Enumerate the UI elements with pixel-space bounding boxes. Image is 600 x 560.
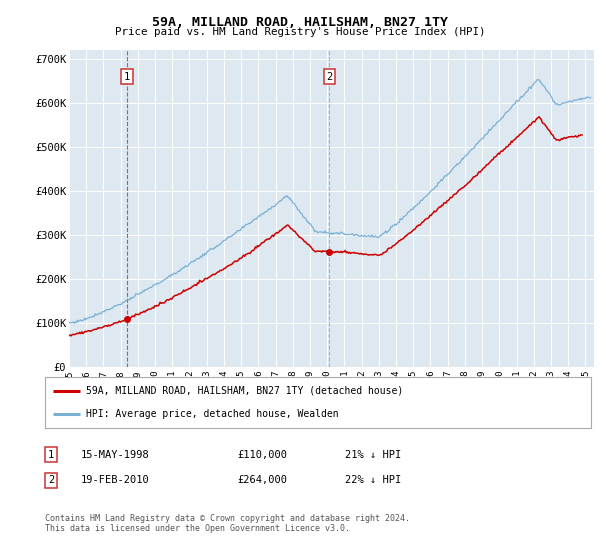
Text: £264,000: £264,000 (237, 475, 287, 486)
Text: Contains HM Land Registry data © Crown copyright and database right 2024.
This d: Contains HM Land Registry data © Crown c… (45, 514, 410, 534)
Text: 59A, MILLAND ROAD, HAILSHAM, BN27 1TY: 59A, MILLAND ROAD, HAILSHAM, BN27 1TY (152, 16, 448, 29)
Text: HPI: Average price, detached house, Wealden: HPI: Average price, detached house, Weal… (86, 409, 338, 419)
Text: 2: 2 (326, 72, 332, 82)
Text: 2: 2 (48, 475, 54, 486)
Text: 22% ↓ HPI: 22% ↓ HPI (345, 475, 401, 486)
Text: 59A, MILLAND ROAD, HAILSHAM, BN27 1TY (detached house): 59A, MILLAND ROAD, HAILSHAM, BN27 1TY (d… (86, 386, 403, 396)
Text: 21% ↓ HPI: 21% ↓ HPI (345, 450, 401, 460)
Text: £110,000: £110,000 (237, 450, 287, 460)
Text: Price paid vs. HM Land Registry's House Price Index (HPI): Price paid vs. HM Land Registry's House … (115, 27, 485, 37)
Text: 1: 1 (124, 72, 130, 82)
Text: 1: 1 (48, 450, 54, 460)
Text: 15-MAY-1998: 15-MAY-1998 (81, 450, 150, 460)
Text: 19-FEB-2010: 19-FEB-2010 (81, 475, 150, 486)
